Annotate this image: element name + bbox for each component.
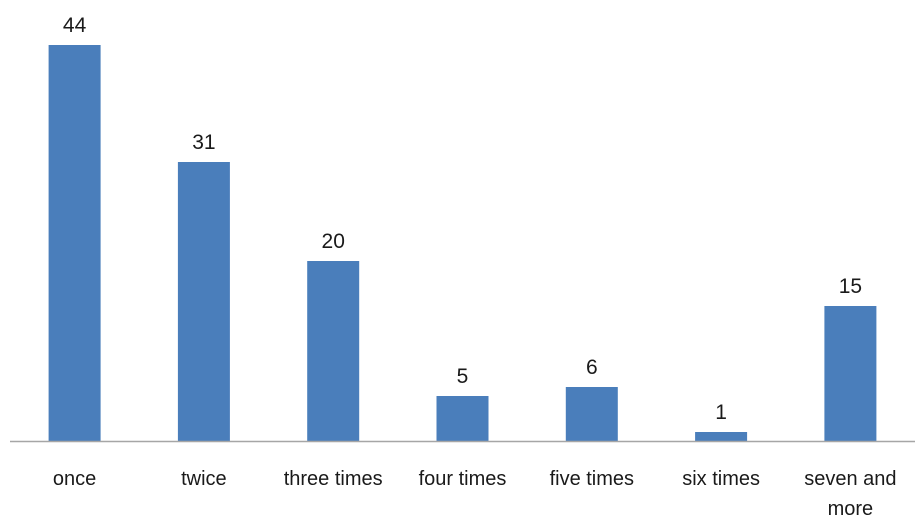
x-tick-label-2-line-0: three times [284, 468, 383, 490]
data-label-3: 5 [457, 365, 469, 388]
data-label-2: 20 [322, 230, 345, 253]
bar-2 [307, 261, 360, 441]
x-tick-label-6: seven and more [804, 468, 896, 520]
x-tick-label-4: five times [550, 468, 634, 490]
x-tick-label-6-line-0: seven and [804, 468, 896, 490]
x-tick-label-0: once [53, 468, 96, 490]
x-tick-label-0-line-0: once [53, 468, 96, 490]
x-tick-label-5: six times [682, 468, 760, 490]
x-tick-label-1-line-0: twice [181, 468, 227, 490]
x-tick-label-6-line-1: more [828, 498, 874, 520]
x-tick-label-3: four times [419, 468, 507, 490]
x-tick-label-4-line-0: five times [550, 468, 634, 490]
bar-5 [695, 432, 748, 441]
data-labels-group: 44 31 20 5 6 1 15 [63, 14, 862, 424]
bar-3 [436, 396, 489, 441]
bar-0 [48, 45, 101, 441]
data-label-0: 44 [63, 14, 87, 37]
data-label-5: 1 [715, 401, 727, 424]
x-tick-label-5-line-0: six times [682, 468, 760, 490]
x-tick-labels-group: once twice three times four times five times… [53, 468, 897, 520]
bar-4 [565, 387, 618, 441]
data-label-6: 15 [839, 275, 862, 298]
bars-group [48, 45, 877, 441]
bar-1 [177, 162, 230, 441]
bar-6 [824, 306, 877, 441]
data-label-4: 6 [586, 356, 598, 379]
x-tick-label-3-line-0: four times [419, 468, 507, 490]
data-label-1: 31 [192, 131, 215, 154]
x-tick-label-2: three times [284, 468, 383, 490]
x-tick-label-1: twice [181, 468, 227, 490]
